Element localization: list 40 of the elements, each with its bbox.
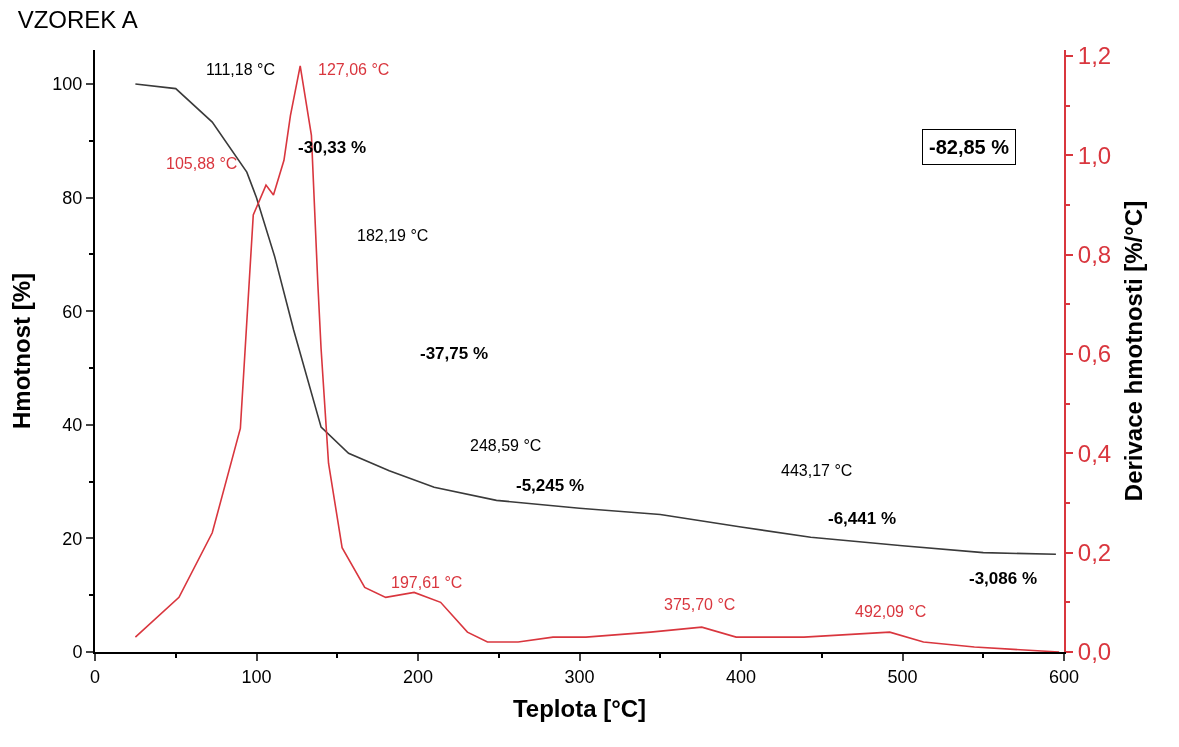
y-tick-label: 20 — [62, 528, 83, 549]
y2-tick-label: 0,2 — [1077, 539, 1112, 567]
annotation: 197,61 °C — [391, 574, 463, 591]
x-tick-label: 300 — [564, 666, 595, 687]
y2-tick-label: 0,6 — [1077, 340, 1112, 368]
y-tick-label: 80 — [62, 187, 83, 208]
y-axis-title: Hmotnost [%] — [7, 273, 35, 429]
x-axis-title: Teplota [°C] — [512, 695, 647, 723]
annotation: 248,59 °C — [470, 437, 542, 454]
y2-tick-label: 1,2 — [1077, 42, 1112, 70]
line-series — [134, 65, 1060, 652]
annotation: -3,086 % — [969, 569, 1038, 588]
x-tick-label: 0 — [89, 666, 101, 687]
annotation: -37,75 % — [420, 344, 489, 363]
y2-tick-label: 1,0 — [1077, 141, 1112, 169]
annotation: 111,18 °C — [206, 61, 275, 78]
y2-axis-title: Derivace hmotnosti [%/°C] — [1119, 200, 1147, 502]
y-tick-label: 0 — [72, 642, 83, 663]
annotation: -5,245 % — [516, 476, 585, 495]
x-tick-label: 500 — [887, 666, 918, 687]
annotation: 127,06 °C — [318, 61, 390, 78]
y2-tick-label: 0,0 — [1077, 638, 1112, 666]
annotation: 443,17 °C — [781, 462, 853, 479]
annotation: -82,85 % — [929, 136, 1010, 158]
annotation: 182,19 °C — [357, 227, 429, 244]
x-tick-label: 200 — [402, 666, 434, 687]
y2-tick-label: 0,4 — [1077, 439, 1112, 467]
line-series — [134, 83, 1057, 556]
annotation: 492,09 °C — [855, 603, 927, 620]
annotation: 375,70 °C — [664, 596, 736, 613]
x-tick-label: 600 — [1048, 666, 1080, 687]
annotation: 105,88 °C — [166, 155, 238, 172]
y-tick-label: 40 — [62, 415, 83, 436]
chart-title: VZOREK A — [17, 6, 138, 33]
x-tick-label: 100 — [241, 666, 272, 687]
y-tick-label: 100 — [52, 74, 83, 95]
y-tick-label: 60 — [62, 301, 83, 322]
y2-tick-label: 0,8 — [1077, 241, 1112, 269]
annotation: -6,441 % — [828, 509, 897, 528]
x-tick-label: 400 — [725, 666, 757, 687]
